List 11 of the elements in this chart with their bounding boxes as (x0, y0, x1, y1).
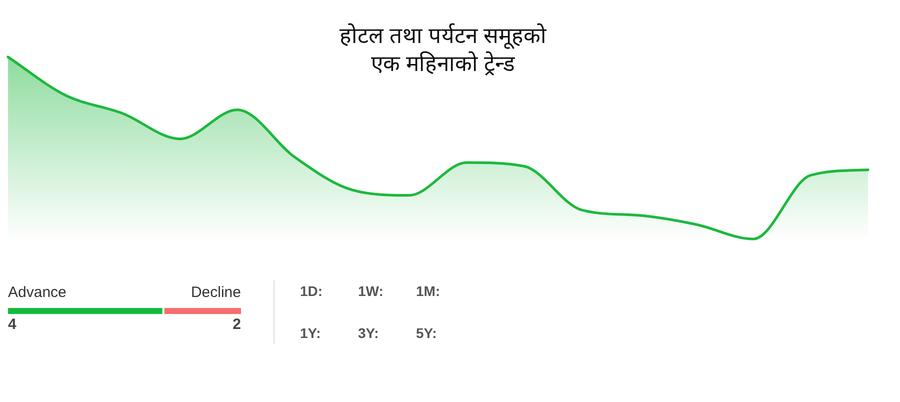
data-label: 4 (8, 316, 17, 333)
text: 1M: (416, 283, 440, 299)
text: 1W: (358, 283, 384, 299)
data-label: 2 (232, 316, 241, 333)
text: 3Y: (358, 325, 379, 341)
text: 1D: (300, 283, 323, 299)
text: 1Y: (300, 325, 321, 341)
text: 5Y: (416, 325, 437, 341)
series-label: Advance (8, 284, 66, 301)
title: होटल तथा पर्यटन समूहको एक महिनाको ट्रेन्ड (339, 23, 547, 76)
series-label: Decline (190, 284, 241, 301)
